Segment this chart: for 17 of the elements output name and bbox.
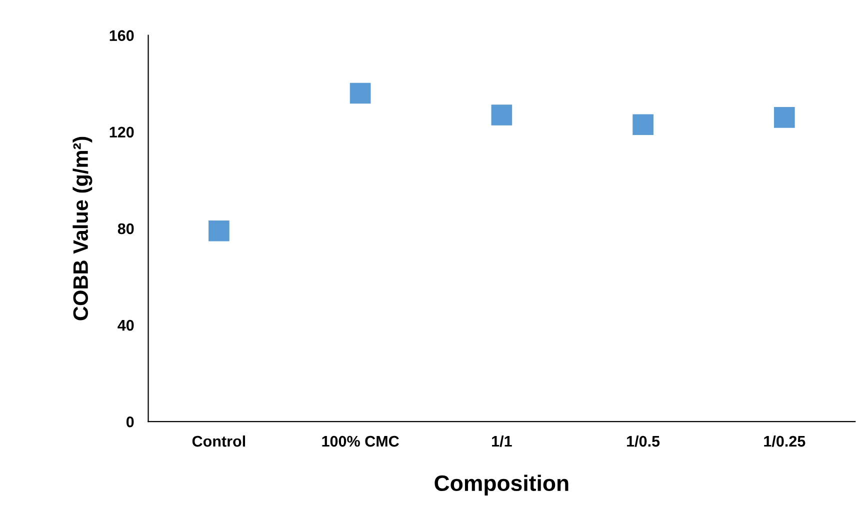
point	[350, 82, 371, 104]
y-tick-label: 80	[118, 223, 134, 234]
x-tick-label: 1/0.5	[627, 435, 660, 447]
point	[632, 114, 654, 136]
y-tick-label: 120	[110, 126, 134, 138]
y-axis-title: COBB Value (g/m²)	[72, 136, 92, 320]
point	[208, 220, 230, 242]
x-tick-label: 1/0.25	[764, 435, 806, 447]
x-tick-label: 1/1	[492, 435, 512, 447]
point	[774, 106, 795, 128]
x-tick-label: 100% CMC	[322, 436, 399, 447]
point	[491, 104, 512, 126]
x-axis-title: Composition	[434, 474, 568, 496]
x-tick-label: Control	[192, 435, 246, 447]
y-tick-label: 40	[118, 320, 134, 331]
y-tick-label: 160	[110, 30, 134, 41]
y-tick-label: 0	[126, 416, 134, 428]
